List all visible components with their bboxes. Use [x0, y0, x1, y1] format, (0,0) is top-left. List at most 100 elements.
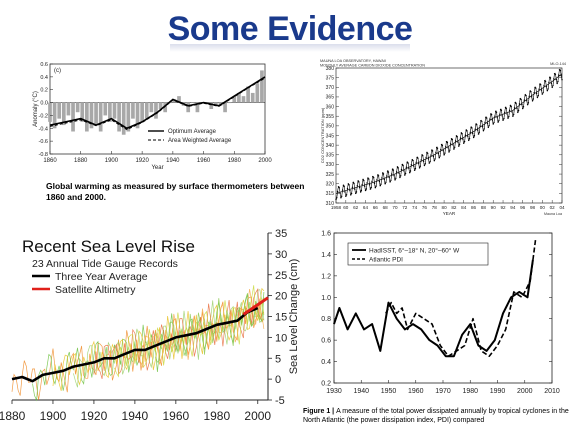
co2-point [446, 141, 449, 144]
co2-point [418, 163, 420, 165]
co2-point [361, 183, 363, 186]
x-tick-label: 2000 [258, 158, 272, 164]
co2-point [423, 164, 426, 167]
co2-point [508, 115, 510, 118]
co2-point [528, 95, 530, 97]
co2-point [441, 144, 444, 147]
co2-point [548, 81, 550, 84]
anomaly-bar [227, 102, 232, 104]
x-tick-label: 1920 [81, 409, 108, 423]
x-tick-label: 64 [363, 205, 369, 210]
co2-point [350, 192, 353, 195]
co2-point [389, 181, 391, 183]
y-tick-label: 345 [326, 133, 335, 139]
co2-point [486, 122, 489, 125]
co2-point [404, 172, 407, 175]
co2-point [372, 175, 374, 178]
co2-point [526, 104, 529, 106]
co2-point [341, 189, 344, 191]
co2-point [378, 180, 381, 183]
x-tick-label: 1930 [326, 388, 342, 395]
co2-point [504, 106, 507, 109]
co2-point [392, 169, 394, 171]
co2-point [374, 187, 376, 189]
y-tick-label: 1.2 [321, 273, 331, 280]
co2-point [433, 160, 435, 162]
co2-point [347, 183, 349, 185]
anomaly-bar [108, 102, 112, 122]
co2-point [369, 188, 372, 190]
co2-point [467, 135, 469, 137]
y-tick-label: 5 [275, 353, 281, 365]
co2-point [495, 111, 498, 113]
y-tick-label: 0.2 [40, 88, 48, 94]
anomaly-bar [186, 102, 191, 113]
y-tick-label: 0.4 [321, 359, 331, 366]
co2-point [552, 84, 554, 87]
co2-point [383, 178, 385, 181]
co2-point [513, 107, 516, 109]
anomaly-bar [255, 83, 260, 103]
co2-point [386, 170, 389, 172]
co2-point [364, 185, 366, 187]
co2-point [415, 161, 417, 163]
co2-point [535, 87, 537, 89]
x-tick-label: 1990 [490, 388, 506, 395]
chart-subtitle: 23 Annual Tide Gauge Records [32, 258, 178, 270]
satellite-altimetry-line [242, 296, 269, 316]
co2-point [345, 195, 347, 197]
co2-point [485, 116, 487, 118]
co2-point [551, 86, 553, 89]
co2-point [533, 91, 535, 94]
co2-point [438, 157, 440, 159]
co2-point [431, 149, 433, 151]
co2-point [525, 94, 527, 97]
y-tick-label: 0 [275, 374, 281, 386]
co2-point [550, 82, 553, 84]
co2-point [508, 109, 511, 112]
co2-point [522, 106, 525, 108]
co2-point [499, 108, 502, 111]
anomaly-bar [57, 102, 62, 119]
co2-point [463, 142, 465, 144]
co2-point [439, 155, 441, 157]
co2-point [554, 73, 557, 75]
co2-point [478, 131, 480, 133]
co2-point [472, 132, 474, 135]
co2-point [512, 115, 514, 117]
y-tick-label: 35 [275, 228, 287, 240]
x-tick-label: 60 [343, 205, 349, 210]
y-tick-label: 0.6 [321, 338, 331, 345]
x-tick-label: 1940 [353, 388, 369, 395]
y-tick-label: -0.4 [39, 126, 48, 132]
x-tick-label: 74 [412, 205, 418, 210]
co2-point [516, 107, 518, 110]
co2-point [464, 134, 467, 136]
co2-point [476, 124, 478, 126]
co2-point [357, 180, 359, 182]
anomaly-bar [52, 102, 57, 129]
co2-point [398, 172, 400, 174]
co2-point [462, 138, 464, 140]
legend-hadisst-label: HadISST, 6°–18° N, 20°–60° W [369, 247, 460, 255]
co2-point [466, 130, 468, 132]
x-tick-label: 72 [402, 205, 408, 210]
co2-point [463, 140, 466, 143]
co2-point [421, 154, 423, 156]
co2-point [424, 163, 426, 165]
co2-point [537, 94, 539, 97]
x-tick-label: 86 [471, 205, 477, 210]
co2-point [434, 158, 436, 160]
co2-point [452, 144, 454, 146]
co2-point [481, 120, 483, 123]
co2-point [461, 133, 463, 135]
anomaly-bar [117, 102, 121, 132]
anomaly-bar [177, 96, 181, 103]
anomaly-bar [209, 102, 214, 109]
co2-point [422, 155, 424, 157]
co2-point [340, 197, 342, 199]
co2-point [419, 165, 421, 167]
y-tick-label: -0.2 [39, 113, 48, 119]
optimum-average-line [49, 76, 266, 130]
